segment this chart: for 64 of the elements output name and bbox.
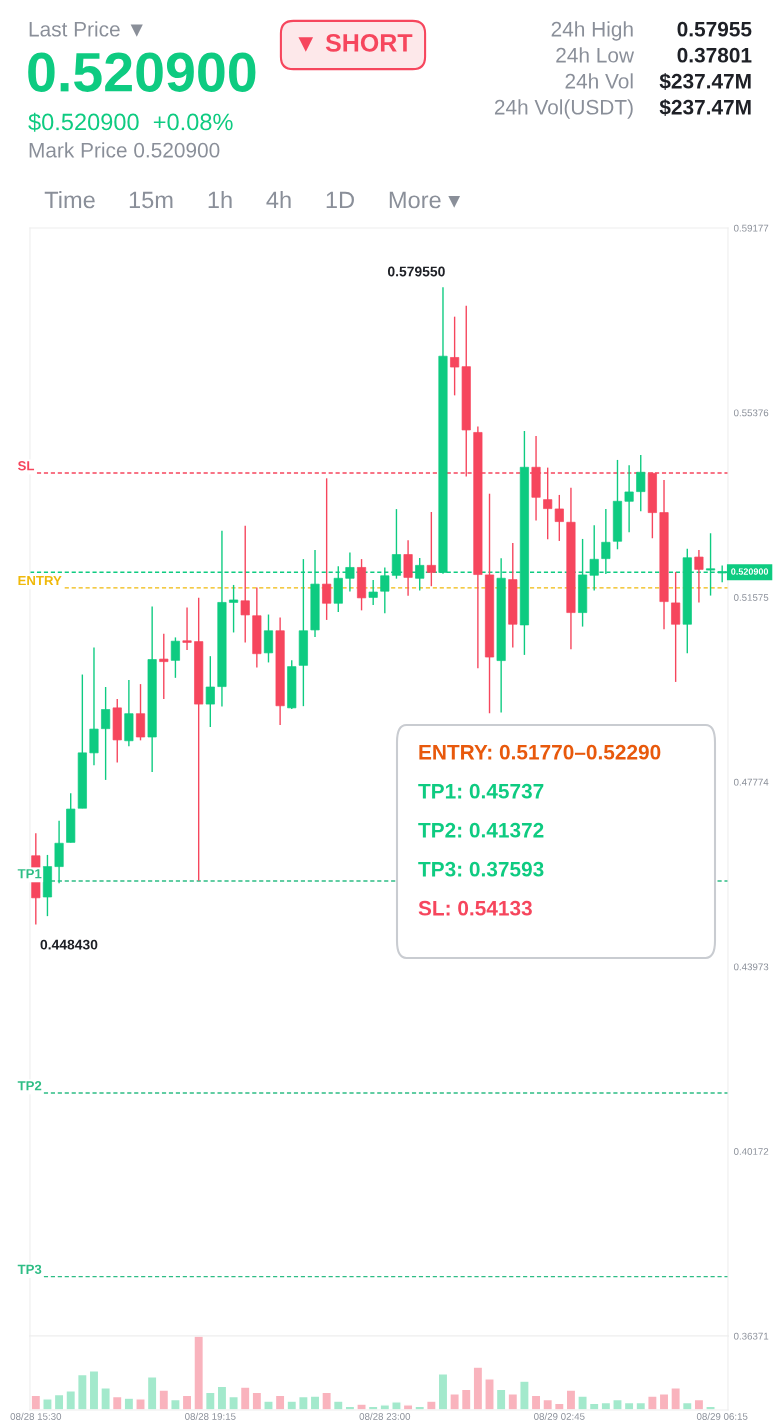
x-tick-label: 08/28 19:15 <box>185 1412 236 1420</box>
y-tick-label: 0.43973 <box>733 963 769 971</box>
annotation: TP3: 0.37593 <box>418 861 544 877</box>
candlestick <box>322 477 332 621</box>
x-tick-label: 08/29 06:15 <box>696 1412 748 1420</box>
candlestick <box>135 683 146 742</box>
text: 4h <box>266 190 291 209</box>
y-tick-label: 0.47774 <box>733 778 769 786</box>
ref-line-label: 0.520900 <box>731 568 769 575</box>
candlestick <box>636 454 646 512</box>
candlestick <box>205 655 215 728</box>
candlestick <box>101 686 111 781</box>
candlestick <box>54 820 64 884</box>
text: 24h High <box>551 21 633 41</box>
annotation: 0.579550 <box>387 266 445 277</box>
annotation: TP1: 0.45737 <box>418 783 544 799</box>
text: 24h Vol(USDT) <box>494 99 633 119</box>
candlestick <box>368 579 378 606</box>
candlestick <box>159 632 169 700</box>
candlestick <box>182 606 192 651</box>
annotation: SL: 0.54133 <box>418 900 532 916</box>
text: 24h Vol <box>565 73 633 89</box>
annotation: TP2: 0.41372 <box>418 822 544 838</box>
x-tick-label: 08/29 02:45 <box>534 1412 585 1420</box>
text: $0.520900 +0.08% <box>28 112 233 132</box>
text: 15m <box>129 191 173 209</box>
candlestick <box>229 584 239 634</box>
candlestick <box>170 636 180 679</box>
text: 0.37801 <box>677 47 752 63</box>
ref-line-label: ENTRY <box>18 576 62 586</box>
text: 24h Low <box>556 47 635 63</box>
annotation: ENTRY: 0.51770–0.52290 <box>419 744 661 760</box>
candlestick <box>671 571 681 683</box>
text: 1D <box>326 191 354 209</box>
text: 1h <box>208 190 232 209</box>
y-tick-label: 0.36371 <box>733 1332 769 1340</box>
candlestick <box>426 511 436 587</box>
candlestick <box>240 525 250 644</box>
x-tick-label: 08/28 15:30 <box>10 1412 62 1420</box>
text: Last Price ▼ <box>29 21 143 37</box>
text: Time <box>44 190 95 209</box>
y-tick-label: 0.40172 <box>733 1148 769 1155</box>
candlestick <box>694 549 704 604</box>
y-tick-label: 0.59177 <box>733 224 769 232</box>
candlestick <box>263 613 274 664</box>
text: 0.520900 <box>28 52 256 92</box>
y-tick-label: 0.55376 <box>733 409 769 417</box>
y-tick-label: 0.51575 <box>733 594 769 601</box>
ref-line-label: SL <box>17 461 35 471</box>
text: ▼ SHORT <box>298 34 413 52</box>
annotation: 0.448430 <box>40 939 98 950</box>
candlestick <box>403 539 413 597</box>
ref-line-label: TP3 <box>17 1264 42 1275</box>
text: More ▾ <box>389 191 461 209</box>
text: $237.47M <box>659 98 751 116</box>
text: $237.47M <box>659 72 751 90</box>
candlestick <box>450 315 460 397</box>
x-tick-label: 08/28 23:00 <box>359 1412 411 1420</box>
candlestick <box>89 646 99 767</box>
candlestick <box>624 464 634 533</box>
text: Mark Price 0.520900 <box>29 142 220 158</box>
ref-line-label: TP2 <box>17 1081 42 1091</box>
ref-line-label: TP1 <box>17 869 42 879</box>
text: 0.57955 <box>677 21 752 37</box>
